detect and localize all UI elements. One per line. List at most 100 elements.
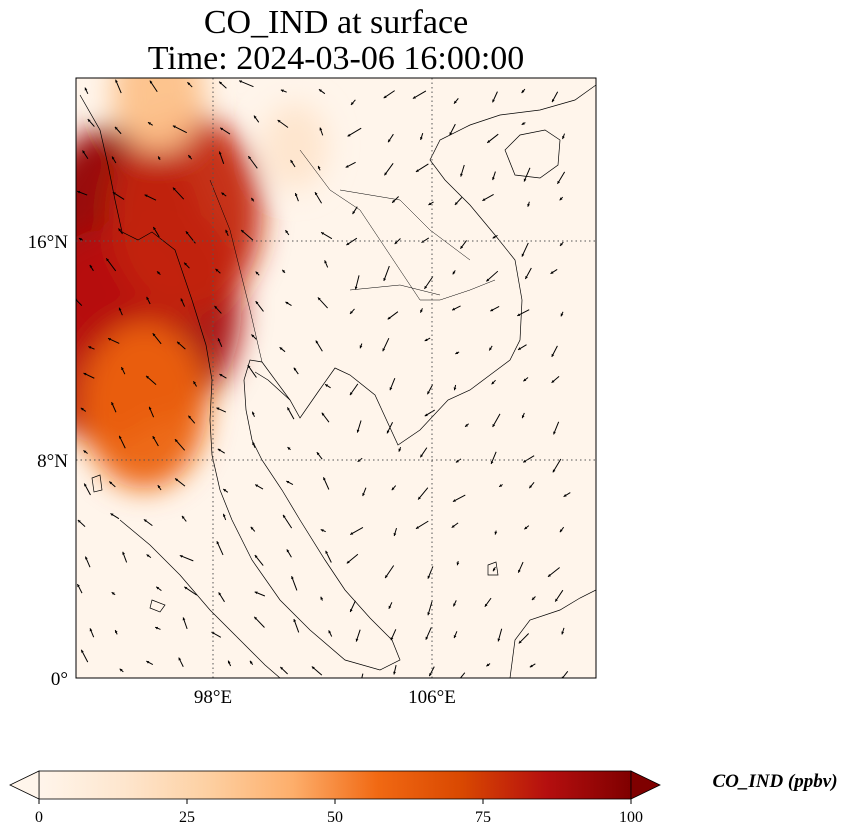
wind-vector-head <box>562 136 565 140</box>
wind-vector-head <box>388 605 392 609</box>
wind-vector-head <box>490 308 494 312</box>
wind-vector-head <box>529 664 533 668</box>
wind-vector-head <box>547 573 551 577</box>
wind-vector-head <box>460 245 464 249</box>
wind-vector-head <box>531 597 535 601</box>
wind-vector-head <box>449 132 453 136</box>
wind-vector-head <box>394 241 398 245</box>
wind-vector-head <box>454 202 458 205</box>
wind-vector-head <box>109 481 113 485</box>
plume-6 <box>262 102 328 190</box>
wind-vector-head <box>393 533 397 536</box>
wind-vector-head <box>84 483 87 487</box>
wind-vector-head <box>239 80 243 84</box>
wind-vector-head <box>525 275 528 279</box>
wind-vector-head <box>219 81 223 85</box>
wind-vector-head <box>320 596 324 600</box>
wind-vector-head <box>114 630 118 634</box>
wind-vector-head <box>315 340 319 344</box>
wind-vector-head <box>362 493 365 497</box>
wind-vector-head <box>384 172 388 176</box>
colorbar-tick-label: 25 <box>179 809 195 826</box>
wind-vector-head <box>290 159 294 163</box>
wind-vector-head <box>83 372 87 376</box>
wind-vector-head <box>383 95 387 99</box>
wind-vector-head <box>318 89 322 93</box>
wind-vector-head <box>217 448 221 452</box>
wind-vector-head <box>323 477 326 481</box>
wind-vector-head <box>523 178 527 182</box>
wind-vector-head <box>427 391 430 395</box>
wind-vector-head <box>85 556 88 560</box>
wind-vector-head <box>521 253 525 257</box>
wind-vector-head <box>497 638 501 642</box>
colorbar-body <box>38 770 632 800</box>
wind-vector-head <box>214 305 218 309</box>
wind-vector-head <box>247 365 251 369</box>
wind-vector-head <box>325 550 329 554</box>
wind-vector-head <box>412 95 416 99</box>
coastline-borneo <box>509 589 596 678</box>
coastline-sumatra <box>119 519 281 678</box>
wind-vector-head <box>216 541 220 545</box>
wind-vector-head <box>424 338 428 342</box>
wind-vector-head <box>559 197 563 201</box>
wind-vector-head <box>390 637 394 641</box>
wind-vector-head <box>112 156 115 160</box>
wind-vector-head <box>285 230 289 234</box>
wind-vector-head <box>119 435 122 439</box>
coastline-hainan <box>504 129 561 179</box>
plume-3 <box>108 112 262 317</box>
wind-vector-head <box>255 301 259 305</box>
wind-vector-head <box>78 238 82 241</box>
wind-vector-head <box>492 177 495 181</box>
wind-vector-head <box>118 228 122 232</box>
wind-vector-head <box>453 603 456 607</box>
wind-vector-head <box>350 102 354 105</box>
wind-vector-head <box>252 411 255 415</box>
wind-vector-head <box>392 199 396 203</box>
wind-vector-head <box>345 164 349 168</box>
wind-vector-head <box>387 316 391 320</box>
wind-vector-head <box>328 630 332 634</box>
wind-vector-head <box>182 617 186 621</box>
wind-vector-head <box>418 496 421 500</box>
wind-vector-head <box>252 442 255 446</box>
wind-vector-head <box>389 387 393 391</box>
wind-vector-head <box>465 423 469 427</box>
wind-vector-head <box>551 353 555 357</box>
wind-vector-head <box>355 638 359 642</box>
coastline-myanmar-thailand-peninsula <box>79 84 596 671</box>
wind-vector-head <box>321 412 325 416</box>
wind-vector-head <box>489 347 492 351</box>
wind-vector-head <box>119 668 123 672</box>
wind-vectors <box>76 79 571 678</box>
wind-vector-head <box>499 484 503 487</box>
wind-vector-head <box>77 584 80 588</box>
wind-vector-head <box>517 313 521 316</box>
wind-vector-head <box>492 235 496 239</box>
wind-vector-head <box>177 341 181 345</box>
wind-vector-head <box>172 187 176 191</box>
wind-vector-head <box>248 156 252 160</box>
wind-vector-head <box>77 519 81 523</box>
wind-vector-head <box>383 278 387 281</box>
chart-subtitle: Time: 2024-03-06 16:00:00 <box>147 40 525 77</box>
wind-vector-head <box>146 296 150 300</box>
wind-vector-head <box>148 406 152 410</box>
colorbar-title: CO_IND (ppbv) <box>712 771 837 792</box>
wind-vector-head <box>357 458 361 462</box>
wind-vector-head <box>429 673 432 677</box>
wind-vector-head <box>87 119 91 123</box>
wind-vector-head <box>118 307 122 311</box>
y-tick-8N: 8°N <box>37 451 68 472</box>
wind-vector-head <box>552 469 556 473</box>
wind-vector-head <box>144 194 148 198</box>
wind-vector-head <box>225 229 229 233</box>
wind-vector <box>361 673 364 678</box>
wind-vector-head <box>283 514 286 518</box>
wind-vector-head <box>555 598 558 602</box>
wind-vector-head <box>282 269 286 273</box>
wind-vector-head <box>181 515 185 519</box>
